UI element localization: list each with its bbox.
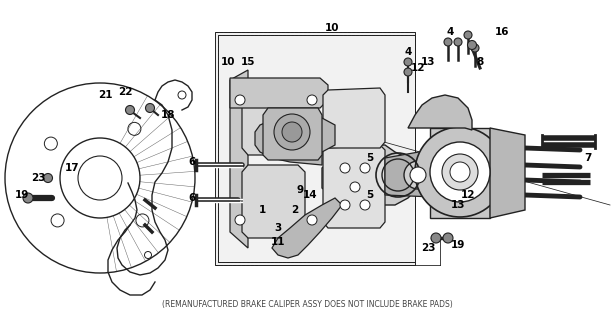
Polygon shape [263,108,322,160]
Text: 4: 4 [446,27,454,37]
Text: 13: 13 [421,57,435,67]
Text: 13: 13 [451,200,465,210]
Text: 9: 9 [297,185,303,195]
Text: 4: 4 [405,47,412,57]
Polygon shape [255,118,335,165]
Text: 16: 16 [495,27,509,37]
Circle shape [340,163,350,173]
Polygon shape [230,78,328,108]
Circle shape [340,200,350,210]
Circle shape [444,38,452,46]
Polygon shape [242,80,305,155]
Circle shape [145,103,154,113]
Circle shape [471,44,479,52]
Circle shape [235,215,245,225]
Text: 12: 12 [461,190,475,200]
Circle shape [44,173,53,182]
Circle shape [443,233,453,243]
Text: 11: 11 [271,237,285,247]
Text: 5: 5 [367,190,374,200]
Circle shape [404,58,412,66]
Polygon shape [385,145,465,198]
Text: 10: 10 [325,23,339,33]
Polygon shape [323,145,385,228]
Circle shape [307,95,317,105]
Text: 2: 2 [291,205,299,215]
Circle shape [404,68,412,76]
Circle shape [415,127,505,217]
Text: 10: 10 [221,57,235,67]
Text: 19: 19 [15,190,29,200]
Polygon shape [408,95,472,130]
Circle shape [442,154,478,190]
Circle shape [307,215,317,225]
Polygon shape [490,128,525,218]
Polygon shape [322,145,418,205]
Circle shape [126,106,134,115]
Polygon shape [242,165,305,238]
Circle shape [360,200,370,210]
Text: 15: 15 [241,57,255,67]
Circle shape [350,182,360,192]
Text: 3: 3 [275,223,281,233]
Text: 14: 14 [303,190,318,200]
Polygon shape [218,35,415,262]
Text: (REMANUFACTURED BRAKE CALIPER ASSY DOES NOT INCLUDE BRAKE PADS): (REMANUFACTURED BRAKE CALIPER ASSY DOES … [162,300,452,309]
Text: 19: 19 [451,240,465,250]
Text: 22: 22 [118,87,132,97]
Polygon shape [272,198,342,258]
Circle shape [464,31,472,39]
Circle shape [468,41,476,50]
Circle shape [235,95,245,105]
Circle shape [274,114,310,150]
Text: 21: 21 [97,90,112,100]
Text: 17: 17 [65,163,79,173]
Circle shape [23,193,33,203]
Circle shape [404,161,432,189]
Circle shape [454,38,462,46]
Polygon shape [230,70,248,248]
Text: 23: 23 [31,173,45,183]
Circle shape [360,163,370,173]
Text: 12: 12 [411,63,425,73]
Circle shape [430,142,490,202]
Circle shape [282,122,302,142]
Text: 6: 6 [188,193,196,203]
Polygon shape [215,32,415,265]
Text: 23: 23 [421,243,435,253]
Text: 18: 18 [161,110,175,120]
Text: 1: 1 [258,205,265,215]
Polygon shape [430,128,490,218]
Text: 5: 5 [367,153,374,163]
Text: 8: 8 [476,57,484,67]
Circle shape [431,233,441,243]
Polygon shape [323,88,385,148]
Circle shape [410,167,426,183]
Text: 7: 7 [584,153,592,163]
Text: 6: 6 [188,157,196,167]
Circle shape [450,162,470,182]
